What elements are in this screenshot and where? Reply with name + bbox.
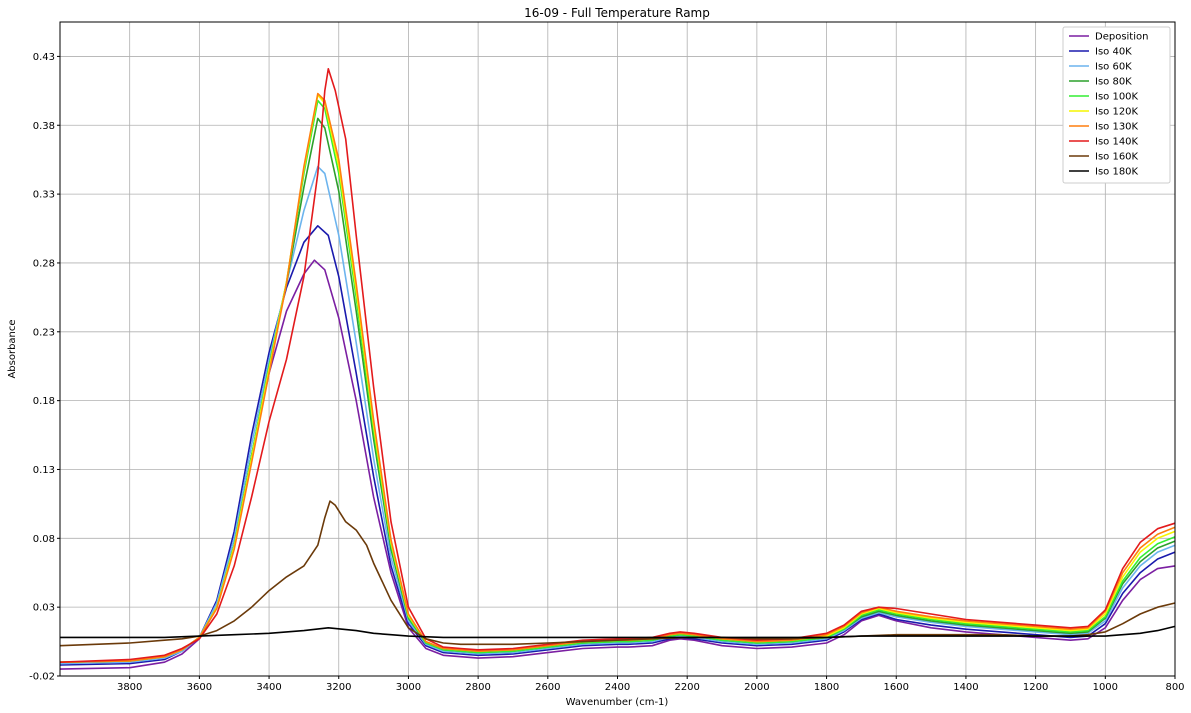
series-line-iso-40k xyxy=(59,225,1176,666)
x-tick-label: 2800 xyxy=(465,682,490,693)
y-axis-label: Absorbance xyxy=(7,319,18,378)
x-tick-label: 3200 xyxy=(326,682,351,693)
legend-label: Iso 40K xyxy=(1095,47,1132,58)
legend-label: Iso 130K xyxy=(1095,122,1139,133)
series-line-iso-160k xyxy=(59,500,1176,647)
x-tick-label: 1600 xyxy=(884,682,909,693)
y-tick-label: 0.18 xyxy=(33,396,55,407)
legend-label: Iso 80K xyxy=(1095,77,1132,88)
legend-box xyxy=(1062,26,1171,184)
x-tick-label: 2000 xyxy=(744,682,769,693)
legend: Deposition Iso 40K Iso 60K Iso 80K Iso 100K I… xyxy=(1062,26,1171,184)
legend-label: Iso 140K xyxy=(1095,137,1139,148)
x-tick-label: 2600 xyxy=(535,682,560,693)
legend-label: Iso 160K xyxy=(1095,152,1139,163)
y-tick-label: -0.02 xyxy=(29,672,55,683)
series-group xyxy=(59,68,1176,670)
x-tick-label: 3800 xyxy=(117,682,142,693)
y-tick-label: 0.43 xyxy=(33,52,55,63)
x-tick-label: 1800 xyxy=(814,682,839,693)
x-tick-label: 800 xyxy=(1165,682,1184,693)
y-tick-label: 0.33 xyxy=(33,190,55,201)
series-line-iso-60k xyxy=(59,165,1176,665)
legend-label: Deposition xyxy=(1095,32,1148,43)
chart-title: 16-09 - Full Temperature Ramp xyxy=(524,6,710,20)
legend-label: Iso 100K xyxy=(1095,92,1139,103)
y-ticks: -0.02 0.03 0.08 0.13 0.18 0.23 0.28 0.33 0.38 0.4… xyxy=(29,52,60,683)
x-ticks: 3800 3600 3400 3200 3000 2800 2600 2400 2200 2000… xyxy=(117,676,1185,693)
x-tick-label: 2200 xyxy=(674,682,699,693)
legend-label: Iso 60K xyxy=(1095,62,1132,73)
y-tick-label: 0.03 xyxy=(33,603,55,614)
x-tick-label: 1400 xyxy=(953,682,978,693)
grid-lines xyxy=(60,22,1176,677)
legend-label: Iso 120K xyxy=(1095,107,1139,118)
x-tick-label: 1200 xyxy=(1023,682,1048,693)
x-axis-label: Wavenumber (cm-1) xyxy=(566,697,669,708)
y-tick-label: 0.23 xyxy=(33,327,55,338)
x-tick-label: 3000 xyxy=(396,682,421,693)
y-tick-label: 0.28 xyxy=(33,258,55,269)
x-tick-label: 1000 xyxy=(1093,682,1118,693)
x-tick-label: 2400 xyxy=(605,682,630,693)
y-tick-label: 0.08 xyxy=(33,534,55,545)
series-line-iso-180k xyxy=(60,625,1176,639)
x-tick-label: 3400 xyxy=(256,682,281,693)
legend-label: Iso 180K xyxy=(1095,167,1139,178)
y-tick-label: 0.13 xyxy=(33,465,55,476)
x-tick-label: 3600 xyxy=(187,682,212,693)
y-tick-label: 0.38 xyxy=(33,121,55,132)
